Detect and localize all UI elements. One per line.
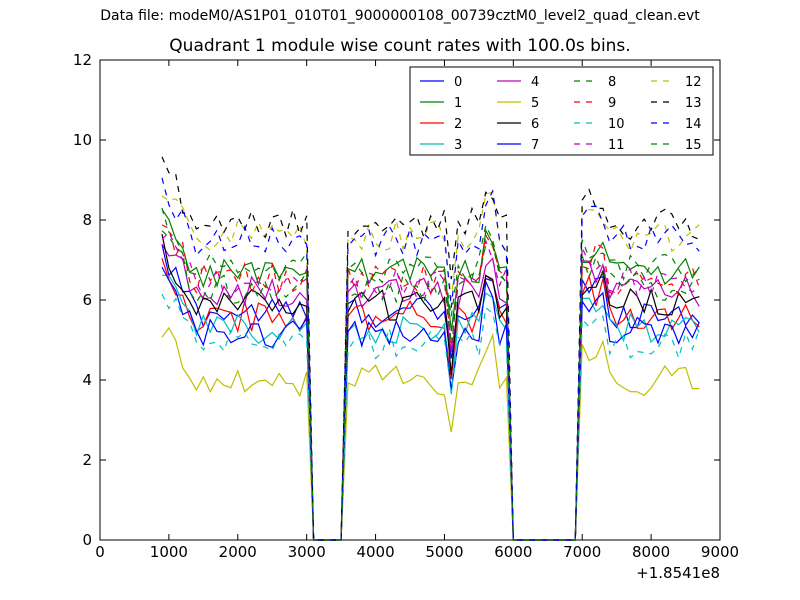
legend-box — [409, 66, 714, 156]
x-tick-label: 5000 — [425, 543, 463, 561]
legend-entry: 15 — [685, 138, 702, 153]
x-tick-label: 6000 — [494, 543, 532, 561]
series-line-9 — [161, 224, 700, 541]
legend-entry: 10 — [608, 117, 625, 132]
x-tick-label: 8000 — [632, 543, 670, 561]
legend-entry: 3 — [454, 138, 462, 153]
series-line-8 — [161, 207, 700, 541]
x-tick-label: 9000 — [701, 543, 739, 561]
x-tick-label: 1000 — [150, 543, 188, 561]
y-tick-label: 12 — [73, 51, 92, 69]
series-line-6 — [161, 233, 700, 541]
y-tick-label: 8 — [82, 211, 92, 229]
y-tick-label: 4 — [82, 371, 92, 389]
legend-entry: 8 — [608, 75, 616, 90]
legend-entry: 0 — [454, 75, 462, 90]
series-line-13 — [161, 156, 700, 541]
chart-title: Quadrant 1 module wise count rates with … — [169, 36, 631, 56]
axes: 0 1000 2000 3000 4000 5000 6000 7000 8000 9000 0 2 4… — [73, 51, 739, 561]
legend-entry: 5 — [531, 96, 539, 111]
series-line-7 — [161, 266, 700, 541]
legend-entry: 13 — [685, 96, 702, 111]
series-line-12 — [161, 191, 700, 541]
legend-entry: 9 — [608, 96, 616, 111]
x-tick-label: 0 — [95, 543, 105, 561]
figure-suptitle: Data file: modeM0/AS1P01_010T01_90000001… — [100, 8, 700, 24]
x-tick-label: 4000 — [356, 543, 394, 561]
y-tick-label: 10 — [73, 131, 92, 149]
legend-entry: 12 — [685, 75, 702, 90]
legend-entry: 1 — [454, 96, 462, 111]
legend-entry: 2 — [454, 117, 462, 132]
legend-entry: 4 — [531, 75, 539, 90]
legend-entry: 6 — [531, 117, 539, 132]
y-tick-label: 0 — [82, 531, 92, 549]
legend-entry: 7 — [531, 138, 539, 153]
y-tick-label: 6 — [82, 291, 92, 309]
series-line-2 — [161, 258, 700, 541]
series-line-5 — [161, 326, 700, 541]
x-tick-label: 2000 — [219, 543, 257, 561]
y-tick-label: 2 — [82, 451, 92, 469]
series-line-15 — [161, 230, 700, 541]
series-line-10 — [161, 293, 700, 541]
legend-entry: 14 — [685, 117, 702, 132]
series-line-11 — [161, 231, 700, 541]
x-tick-label: 7000 — [563, 543, 601, 561]
x-offset-label: +1.8541e8 — [636, 564, 720, 582]
x-tick-label: 3000 — [288, 543, 326, 561]
legend-entry: 11 — [608, 138, 625, 153]
series-lines — [161, 156, 700, 541]
